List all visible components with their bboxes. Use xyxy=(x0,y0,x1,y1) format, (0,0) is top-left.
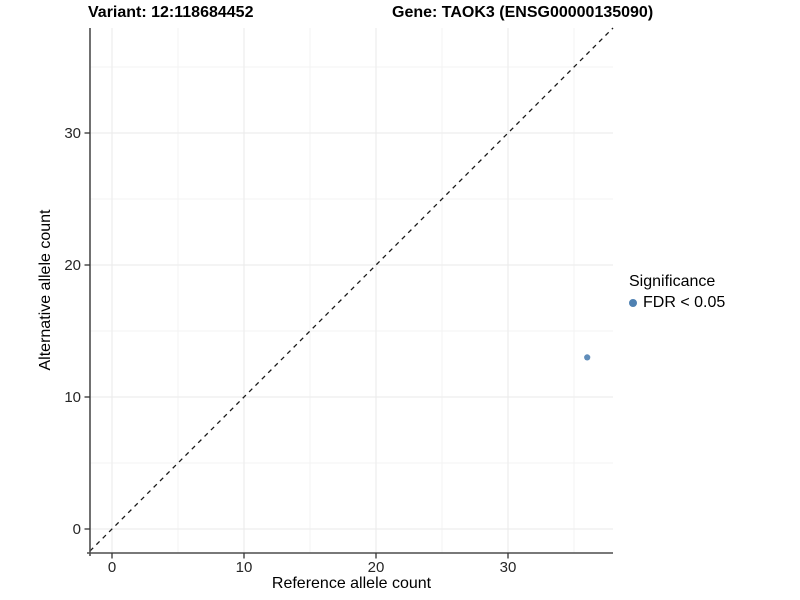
legend-item: FDR < 0.05 xyxy=(629,294,725,312)
legend-key-dot-icon xyxy=(629,299,637,307)
legend: Significance FDR < 0.05 xyxy=(629,273,725,312)
identity-dashed-line xyxy=(89,27,614,552)
y-tick-label: 10 xyxy=(64,389,81,406)
x-tick-label: 20 xyxy=(368,559,385,576)
x-axis-label: Reference allele count xyxy=(271,575,432,592)
x-tick-label: 10 xyxy=(236,559,253,576)
x-tick-label: 30 xyxy=(500,559,517,576)
legend-item-label: FDR < 0.05 xyxy=(643,294,726,311)
tick-marks xyxy=(84,132,509,559)
tick-labels: 0 10 20 30 0 10 20 30 xyxy=(64,125,516,576)
axes xyxy=(87,28,613,556)
y-tick-label: 30 xyxy=(64,125,81,142)
data-point xyxy=(584,354,591,361)
grid-major xyxy=(90,28,613,553)
plot-title-variant: Variant: 12:118684452 xyxy=(88,4,254,21)
plot-title-gene: Gene: TAOK3 (ENSG00000135090) xyxy=(392,4,654,21)
y-axis-label: Alternative allele count xyxy=(37,209,54,371)
y-tick-label: 20 xyxy=(64,257,81,274)
x-tick-label: 0 xyxy=(108,559,116,576)
legend-title: Significance xyxy=(629,273,716,290)
y-tick-label: 0 xyxy=(73,521,81,538)
grid-minor xyxy=(90,28,613,553)
